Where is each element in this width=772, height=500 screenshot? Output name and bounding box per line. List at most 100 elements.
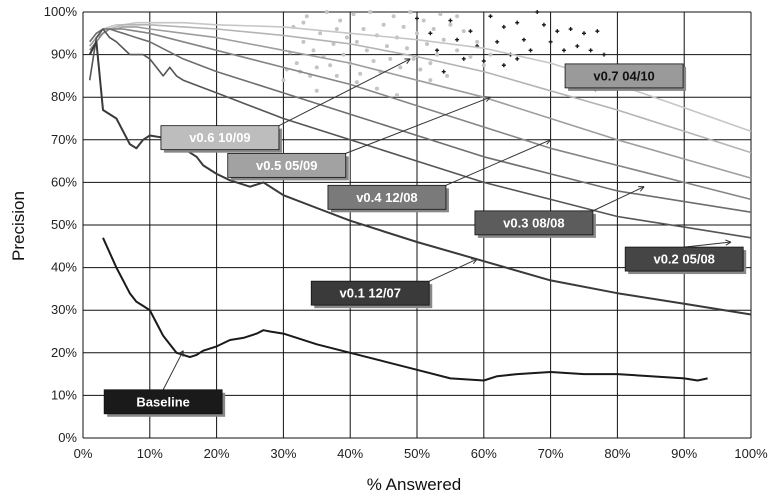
scatter-point-dark — [515, 56, 520, 61]
scatter-point — [475, 39, 480, 44]
callout-arrowhead — [178, 350, 184, 357]
y-tick-label: 10% — [51, 387, 77, 402]
scatter-point — [344, 35, 349, 40]
callout-arrowhead — [638, 186, 645, 192]
callout-label: v0.5 05/09 — [256, 158, 317, 173]
callout-pointer — [429, 258, 478, 282]
x-tick-label: 0% — [74, 446, 93, 461]
scatter-point — [334, 27, 339, 32]
scatter-point — [304, 14, 309, 19]
scatter-point-dark — [568, 27, 573, 32]
scatter-point — [455, 14, 460, 19]
callout-pointer — [684, 241, 732, 248]
callout-box — [474, 210, 594, 236]
scatter-point — [431, 27, 436, 32]
callout-label: Baseline — [136, 394, 189, 409]
callout-arrowhead — [544, 139, 551, 145]
scatter-point-dark — [561, 48, 566, 53]
scatter-point — [481, 63, 486, 68]
x-tick-label: 40% — [337, 446, 363, 461]
series-line — [88, 40, 752, 316]
y-tick-label: 90% — [51, 47, 77, 62]
x-tick-label: 10% — [137, 446, 163, 461]
series-line — [102, 237, 708, 382]
scatter-point — [428, 61, 433, 66]
scatter-point — [418, 67, 423, 72]
scatter-point — [311, 48, 316, 53]
scatter-point-dark — [582, 31, 586, 36]
x-axis-title: % Answered — [367, 475, 462, 494]
x-tick-label: 70% — [538, 446, 564, 461]
scatter-point — [294, 61, 299, 66]
callout-pointer — [445, 139, 551, 186]
scatter-point-dark — [521, 37, 526, 42]
callout-pointer — [278, 58, 411, 127]
scatter-point — [394, 93, 399, 98]
callout-box — [564, 63, 684, 89]
scatter-point — [425, 41, 430, 46]
callout-arrowhead — [404, 58, 411, 64]
scatter-point — [364, 48, 369, 53]
scatter-point-dark — [588, 48, 593, 53]
callout-box — [103, 389, 223, 415]
y-tick-label: 100% — [44, 4, 78, 19]
scatter-point — [318, 31, 323, 36]
scatter-point-dark — [602, 52, 607, 57]
scatter-point — [324, 10, 329, 14]
y-tick-label: 50% — [51, 217, 77, 232]
callout-label: v0.6 10/09 — [189, 130, 250, 145]
scatter-point — [301, 39, 306, 44]
scatter-point-dark — [501, 63, 506, 68]
callout-box — [227, 152, 347, 178]
series-line — [89, 21, 752, 133]
scatter-point — [381, 22, 386, 27]
scatter-point — [341, 52, 346, 57]
scatter-point — [428, 78, 433, 83]
scatter-point-dark — [515, 20, 520, 25]
x-tick-label: 20% — [204, 446, 230, 461]
scatter-point — [488, 52, 493, 57]
scatter-point — [301, 20, 306, 25]
scatter-point — [411, 56, 416, 61]
callout-label: v0.1 12/07 — [340, 286, 401, 301]
scatter-point — [361, 27, 366, 32]
scatter-point — [398, 65, 403, 70]
scatter-point-dark — [428, 31, 433, 36]
x-tick-label: 80% — [604, 446, 630, 461]
scatter-point — [371, 58, 376, 63]
scatter-point — [435, 52, 440, 57]
scatter-point — [281, 78, 286, 83]
scatter-point — [448, 22, 453, 27]
x-tick-label: 50% — [404, 446, 430, 461]
callout-box — [310, 280, 430, 306]
callout-label: v0.3 08/08 — [503, 215, 564, 230]
series-line — [88, 28, 752, 239]
scatter-point-dark — [481, 58, 486, 63]
scatter-point-dark — [495, 39, 500, 44]
y-tick-label: 80% — [51, 89, 77, 104]
scatter-point-dark — [468, 29, 473, 34]
series-line — [89, 28, 752, 213]
scatter-point — [461, 29, 466, 34]
callout-arrowhead — [484, 96, 491, 102]
scatter-point — [384, 44, 389, 49]
scatter-point-dark — [461, 56, 466, 61]
scatter-point-dark — [435, 48, 440, 53]
y-axis-title: Precision — [9, 191, 28, 261]
scatter-point-dark — [548, 39, 553, 44]
scatter-point-dark — [595, 29, 600, 34]
scatter-point — [368, 10, 373, 14]
scatter-point-dark — [528, 48, 533, 53]
scatter-point — [455, 48, 460, 53]
scatter-point — [404, 46, 409, 51]
x-tick-label: 100% — [734, 446, 768, 461]
callout-arrowhead — [725, 239, 732, 246]
scatter-point — [468, 54, 473, 59]
scatter-point — [408, 10, 413, 14]
scatter-point — [351, 12, 356, 17]
y-tick-label: 40% — [51, 260, 77, 275]
callout-arrowhead — [471, 258, 478, 265]
series-callouts: Baseline v0.1 12/07 v0.2 05/08 v0.3 08/08 v0… — [103, 58, 747, 417]
scatter-point — [328, 63, 333, 68]
